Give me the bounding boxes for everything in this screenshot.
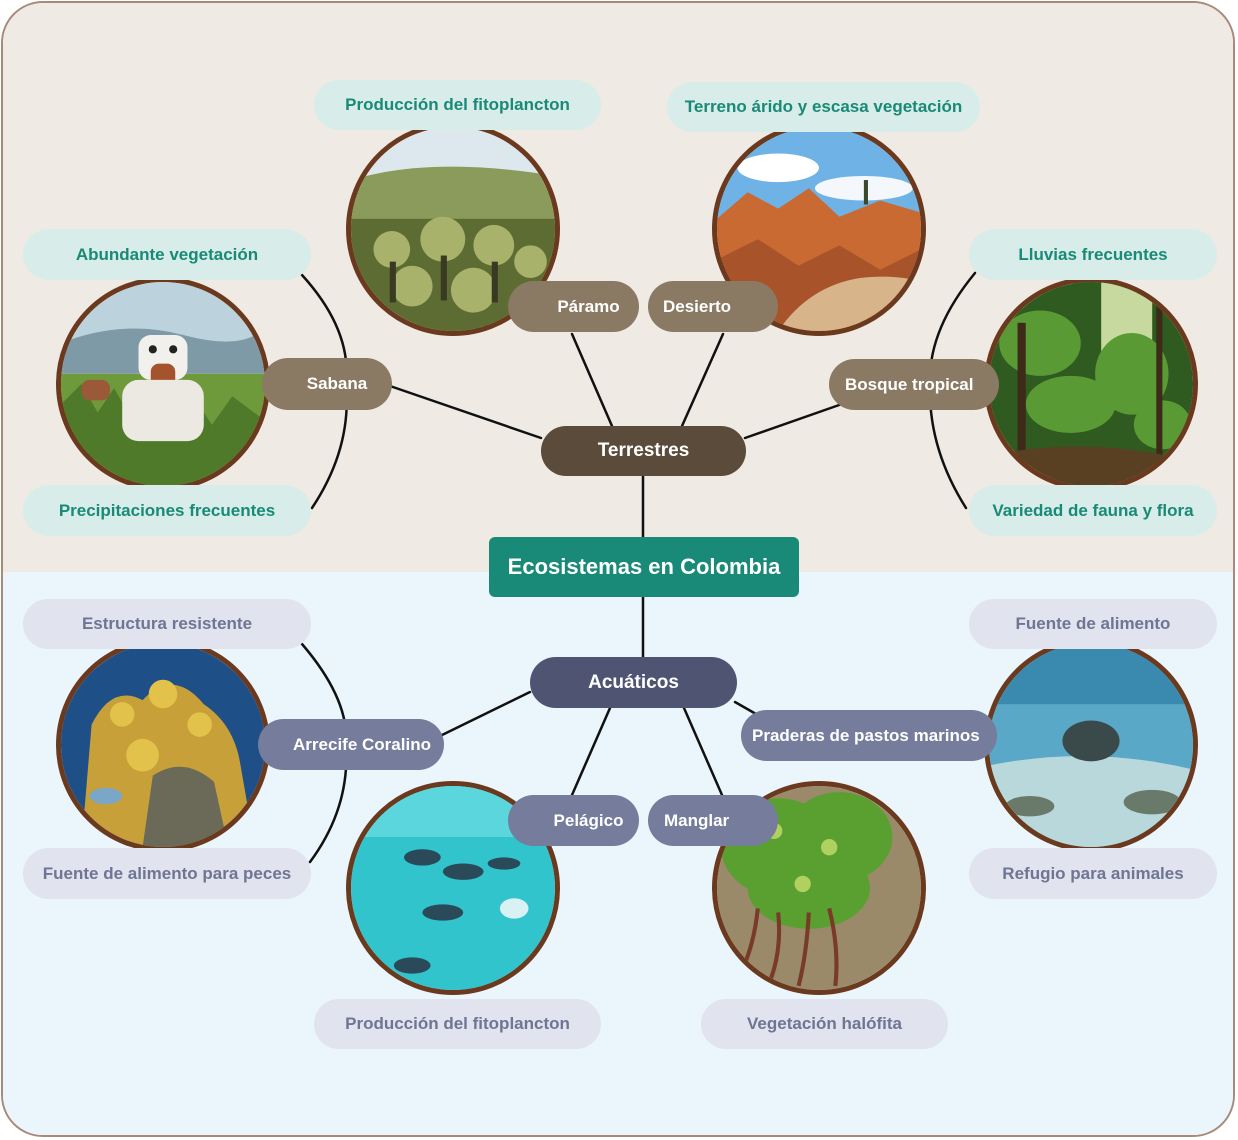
leaf-terreno-arido: Terreno árido y escasa vegetación [667,82,980,132]
category-acuaticos: Acuáticos [530,657,737,708]
sabana-photo [56,277,270,491]
leaf-pelagico-fitoplancton: Producción del fitoplancton [314,999,601,1049]
node-label: Arrecife Coralino [293,734,431,754]
node-paramo: Páramo [508,281,639,332]
node-label: Sabana [306,374,368,393]
arrecife-photo [56,638,270,852]
node-desierto: Desierto [648,281,778,332]
praderas-photo [984,638,1198,852]
bosque-photo [984,277,1198,491]
category-terrestres: Terrestres [541,426,746,476]
node-label: Praderas de pastos marinos [752,725,980,745]
leaf-variedad-fauna-flora: Variedad de fauna y flora [969,485,1217,536]
node-label: Pelágico [553,810,624,830]
node-pelagico: Pelágico [508,795,639,846]
node-bosque-tropical: Bosque tropical [829,359,999,410]
root-label: Ecosistemas en Colombia [507,554,781,579]
node-label: Bosque tropical [845,374,974,394]
paramo-photo [346,122,560,336]
node-arrecife-coralino: Arrecife Coralino [258,719,444,770]
leaf-precipitaciones-frecuentes: Precipitaciones frecuentes [23,485,311,536]
node-praderas: Praderas de pastos marinos [741,710,997,761]
leaf-refugio-animales: Refugio para animales [969,848,1217,899]
category-label: Acuáticos [588,671,679,693]
leaf-fuente-alimento-peces: Fuente de alimento para peces [23,848,311,899]
leaf-estructura-resistente: Estructura resistente [23,599,311,649]
leaf-paramo-fitoplancton: Producción del fitoplancton [314,80,601,130]
root-node: Ecosistemas en Colombia [489,537,799,597]
category-label: Terrestres [597,440,690,461]
leaf-fuente-alimento: Fuente de alimento [969,599,1217,649]
node-sabana: Sabana [262,358,392,410]
node-label: Manglar [664,810,730,830]
node-manglar: Manglar [648,795,778,846]
leaf-vegetacion-halofita: Vegetación halófita [701,999,948,1049]
leaf-lluvias-frecuentes: Lluvias frecuentes [969,229,1217,280]
leaf-abundante-vegetacion: Abundante vegetación [23,229,311,280]
node-label: Desierto [663,296,732,316]
node-label: Páramo [557,296,620,316]
